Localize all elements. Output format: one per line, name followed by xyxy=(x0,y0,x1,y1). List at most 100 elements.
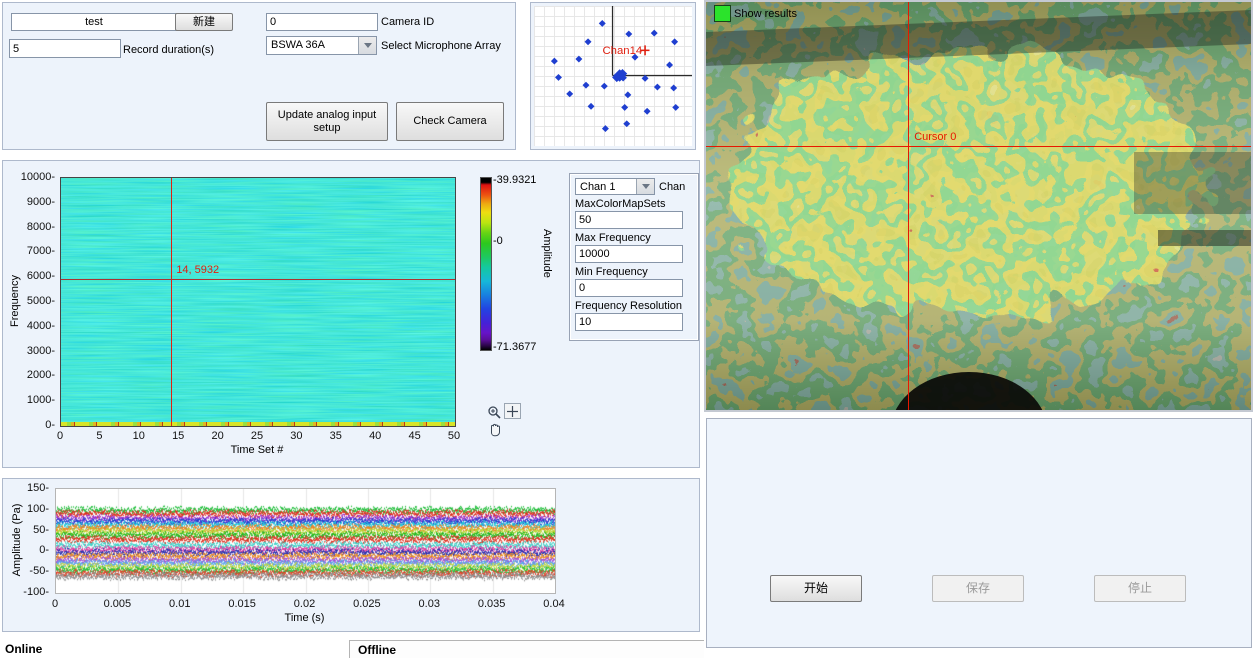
camera-id-input[interactable] xyxy=(266,13,378,31)
tick-label: 0.02 xyxy=(294,598,315,610)
tick-label: 50 xyxy=(33,524,49,536)
param-input-max-frequency[interactable] xyxy=(575,245,683,263)
tick-label: 0 xyxy=(52,598,58,610)
offline-status-label: Offline xyxy=(358,643,396,657)
tick-label: 0 xyxy=(57,430,63,442)
update-analog-input-button[interactable]: Update analog input setup xyxy=(266,102,388,141)
colorbar-max-label: -39.9321 xyxy=(493,174,536,186)
spectrogram-cursor-v[interactable] xyxy=(171,178,172,426)
tick-label: 9000 xyxy=(27,196,55,208)
tick-label: 0.035 xyxy=(478,598,506,610)
tick-label: 25 xyxy=(251,430,263,442)
tick-label: 5 xyxy=(96,430,102,442)
setup-panel: 新建 Camera ID BSWA 36A Select Microphone … xyxy=(2,2,516,150)
tick-label: 40 xyxy=(369,430,381,442)
tick-label: 0.025 xyxy=(353,598,381,610)
cursor-tool-icon[interactable] xyxy=(504,403,521,419)
colorbar-mid-label: -0 xyxy=(493,235,503,247)
tick-label: 4000 xyxy=(27,320,55,332)
param-input-min-frequency[interactable] xyxy=(575,279,683,297)
record-duration-input[interactable] xyxy=(9,39,121,58)
tick-label: 3000 xyxy=(27,345,55,357)
spectrogram-plot[interactable]: 14, 5932 xyxy=(60,177,456,427)
camera-cursor-h[interactable] xyxy=(706,146,1251,147)
tick-label: -50 xyxy=(29,565,49,577)
spectrogram-y-axis: 1000090008000700060005000400030002000100… xyxy=(17,177,57,425)
param-label: Max Frequency xyxy=(575,232,693,244)
check-camera-button[interactable]: Check Camera xyxy=(396,102,504,141)
mic-array-scatter: Chan14 xyxy=(534,6,692,146)
amplitude-colorbar xyxy=(480,177,492,351)
waveform-ylabel: Amplitude (Pa) xyxy=(11,485,23,595)
new-button[interactable]: 新建 xyxy=(175,13,233,31)
tick-label: 0.01 xyxy=(169,598,190,610)
tick-label: 1000 xyxy=(27,394,55,406)
camera-view[interactable]: Cursor 0 Show results xyxy=(704,0,1253,412)
tick-label: 0 xyxy=(45,419,55,431)
spectrogram-panel: 14, 5932 1000090008000700060005000400030… xyxy=(2,160,700,468)
camera-cursor-v[interactable] xyxy=(908,2,909,410)
stop-button[interactable]: 停止 xyxy=(1094,575,1186,602)
offline-status-strip: Offline xyxy=(349,640,704,658)
array-cursor-label: Chan14 xyxy=(602,45,642,57)
camera-cursor-label: Cursor 0 xyxy=(914,131,956,143)
tick-label: 0.04 xyxy=(543,598,564,610)
tick-label: 45 xyxy=(408,430,420,442)
tick-label: -100 xyxy=(23,586,49,598)
colorbar-amplitude-label: Amplitude xyxy=(541,229,553,278)
tick-label: 10000 xyxy=(21,171,55,183)
record-duration-label: Record duration(s) xyxy=(123,44,214,56)
tick-label: 0.015 xyxy=(228,598,256,610)
param-input-maxcolormapsets[interactable] xyxy=(575,211,683,229)
tick-label: 8000 xyxy=(27,221,55,233)
mic-array-label: Select Microphone Array xyxy=(381,40,501,52)
param-label: Min Frequency xyxy=(575,266,693,278)
tick-label: 50 xyxy=(448,430,460,442)
tick-label: 35 xyxy=(330,430,342,442)
param-input-frequency-resolution[interactable] xyxy=(575,313,683,331)
spectrogram-ylabel: Frequency xyxy=(9,256,21,346)
chan-label: Chan xyxy=(659,181,685,193)
tick-label: 20 xyxy=(211,430,223,442)
mic-array-panel: Chan14 xyxy=(530,2,696,150)
mic-array-plot[interactable]: Chan14 xyxy=(534,6,692,146)
waveform-xlabel: Time (s) xyxy=(55,612,554,624)
tick-label: 7000 xyxy=(27,245,55,257)
tick-label: 6000 xyxy=(27,270,55,282)
tick-label: 0.03 xyxy=(419,598,440,610)
run-panel: 开始 保存 停止 xyxy=(706,418,1252,648)
spectrogram-cursor-h[interactable] xyxy=(61,279,455,280)
tick-label: 0 xyxy=(39,544,49,556)
zoom-tool-icon[interactable] xyxy=(486,404,503,420)
mic-array-value: BSWA 36A xyxy=(267,37,358,54)
spectrogram-cursor-label: 14, 5932 xyxy=(176,264,219,276)
tick-label: 10 xyxy=(133,430,145,442)
save-button[interactable]: 保存 xyxy=(932,575,1024,602)
test-name-input[interactable] xyxy=(11,13,177,31)
waveform-plot[interactable] xyxy=(55,488,556,594)
show-results-label: Show results xyxy=(734,8,797,20)
spectrogram-noise xyxy=(61,178,455,426)
start-button[interactable]: 开始 xyxy=(770,575,862,602)
chevron-down-icon[interactable] xyxy=(358,37,376,54)
tick-label: 15 xyxy=(172,430,184,442)
tick-label: 2000 xyxy=(27,369,55,381)
mic-array-combo[interactable]: BSWA 36A xyxy=(266,36,377,55)
tick-label: 5000 xyxy=(27,295,55,307)
tick-label: 150 xyxy=(27,482,49,494)
tick-label: 0.005 xyxy=(104,598,132,610)
waveform-x-axis: 00.0050.010.0150.020.0250.030.0350.04 xyxy=(55,596,554,610)
chan-combo[interactable]: Chan 1 xyxy=(575,178,655,195)
spectrogram-bottom-streak xyxy=(61,422,455,426)
acoustic-camera-window: 新建 Camera ID BSWA 36A Select Microphone … xyxy=(0,0,1256,658)
camera-id-label: Camera ID xyxy=(381,16,434,28)
spectrogram-x-axis: 05101520253035404550 xyxy=(60,428,454,442)
tick-label: 100 xyxy=(27,503,49,515)
acoustic-overlay-image xyxy=(706,2,1251,410)
waveform-panel: 150 100 50 0 -50 -100 0 0.005 0.01 0.015 0.02 0.02… xyxy=(2,478,700,632)
chevron-down-icon[interactable] xyxy=(636,179,654,194)
pan-hand-icon[interactable] xyxy=(486,422,503,438)
online-status-label: Online xyxy=(5,642,42,656)
show-results-led[interactable] xyxy=(714,5,731,22)
colorbar-min-label: -71.3677 xyxy=(493,341,536,353)
